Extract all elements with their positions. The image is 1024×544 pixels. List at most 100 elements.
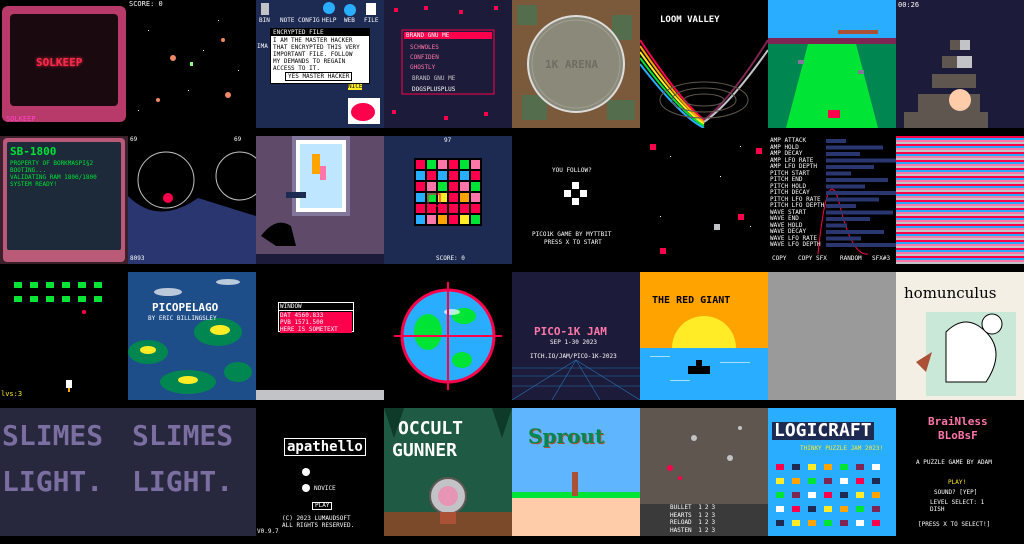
topdown-stat-value[interactable]: 1 <box>698 504 702 511</box>
topdown-stat-value[interactable]: 3 <box>711 526 716 534</box>
desktop-confirm-button[interactable]: YES MASTER HACKER <box>285 72 353 81</box>
noise-pixel <box>944 182 952 184</box>
brainless-level[interactable]: LEVEL SELECT: 1 <box>930 499 985 506</box>
synth-param[interactable]: AMP HOLD <box>770 143 799 151</box>
desktop-icon-file[interactable]: FILE <box>364 17 379 24</box>
noise-pixel <box>976 196 984 198</box>
synth-random[interactable]: RANDOM <box>840 255 862 262</box>
synth-param[interactable]: WAVE HOLD <box>770 221 803 229</box>
tile-desktop[interactable]: BIN NOTE CONFIG HELP WEB FILE ENCRYPTED … <box>256 0 384 128</box>
topdown-stat-value[interactable]: 3 <box>711 504 716 511</box>
synth-param[interactable]: PITCH START <box>770 169 810 177</box>
noise-pixel <box>936 202 944 204</box>
tile-circles[interactable]: 69 69 8093 <box>128 136 256 264</box>
tile-crosshair-earth[interactable] <box>384 272 512 400</box>
noise-pixel <box>1000 206 1008 208</box>
tile-red-giant[interactable]: THE RED GIANT <box>640 272 768 400</box>
synth-param[interactable]: WAVE LFO RATE <box>770 234 817 242</box>
tile-window-demo[interactable]: WINDOW DAT 4560.833 PVB 1571.500 HERE IS… <box>256 272 384 400</box>
synth-param[interactable]: AMP ATTACK <box>770 137 807 144</box>
topdown-stat-value[interactable]: 2 <box>704 526 709 534</box>
tile-blank-gray[interactable] <box>768 272 896 400</box>
synth-param[interactable]: WAVE LFO DEPTH <box>770 241 821 248</box>
tile-tower-fighters[interactable] <box>256 136 384 264</box>
brainless-play[interactable]: PLAY! <box>948 479 967 486</box>
topdown-stat-value[interactable]: 3 <box>711 511 716 519</box>
tile-sprout[interactable]: Sprout <box>512 408 640 536</box>
synth-param[interactable]: PITCH LFO RATE <box>770 195 821 203</box>
tile-invaders[interactable]: lvs:3 <box>0 272 128 400</box>
noise-pixel <box>976 256 984 258</box>
tile-asteroids[interactable]: SCORE: 0 <box>128 0 256 128</box>
synth-param[interactable]: PITCH END <box>770 176 803 183</box>
tile-loom-valley[interactable]: LOOM VALLEY <box>640 0 768 128</box>
synth-param[interactable]: WAVE START <box>770 208 807 216</box>
synth-param[interactable]: PITCH DECAY <box>770 189 810 196</box>
topdown-stat-value[interactable]: 1 <box>698 519 702 526</box>
noise-pixel <box>896 184 904 186</box>
tile-logicraft[interactable]: LOGICRAFT THINKY PUZZLE JAM 2023! <box>768 408 896 536</box>
tile-pico1k-jam[interactable]: PICO-1K JAM SEP 1-30 2023 ITCH.IO/JAM/PI… <box>512 272 640 400</box>
slimes-word: LIGHT. <box>2 465 104 498</box>
brand-menu-item[interactable]: SCHWOLES <box>410 44 439 51</box>
tile-slimes-light[interactable]: SLIMES SLIMES LIGHT. LIGHT. <box>0 408 256 536</box>
jam-date: SEP 1-30 2023 <box>550 339 597 346</box>
desktop-icon-note[interactable]: NOTE <box>280 17 295 24</box>
tile-sfx-synth[interactable]: AMP ATTACK AMP HOLD AMP DECAY AMP LFO RATE A… <box>768 136 896 264</box>
topdown-stat-value[interactable]: 2 <box>704 519 709 526</box>
tile-picopelago[interactable]: PICOPELAGO BY ERIC BILLINGSLEY <box>128 272 256 400</box>
synth-param[interactable]: PITCH LFO DEPTH <box>770 202 825 209</box>
topdown-stat-value[interactable]: 2 <box>704 504 709 511</box>
tile-match3[interactable]: 97 SCORE: 0 <box>384 136 512 264</box>
noise-pixel <box>1000 136 1008 138</box>
tile-sb1800[interactable]: SB-1800 PROPERTY OF BORKMASPI§2 BOOTING.… <box>0 136 128 264</box>
tile-static-noise[interactable] <box>896 136 1024 264</box>
topdown-stat-value[interactable]: 1 <box>698 526 702 534</box>
jam-url[interactable]: ITCH.IO/JAM/PICO-1K-2023 <box>530 353 617 360</box>
topdown-stat-value[interactable]: 3 <box>711 519 716 526</box>
noise-pixel <box>912 210 920 212</box>
tile-you-follow[interactable]: YOU FOLLOW? PICO1K GAME BY MYTTBIT PRESS… <box>512 136 640 264</box>
topdown-stat-value[interactable]: 1 <box>698 511 702 519</box>
apathello-play[interactable]: PLAY <box>312 502 333 510</box>
desktop-icon-config[interactable]: CONFIG <box>298 17 320 24</box>
noise-pixel <box>960 250 968 252</box>
synth-copy[interactable]: COPY <box>772 255 787 262</box>
noise-pixel <box>960 192 968 194</box>
tile-homunculus[interactable]: homunculus <box>896 272 1024 400</box>
synth-sfx-slot[interactable]: SFX#3 <box>872 255 891 262</box>
tile-solkeep[interactable]: SOLKEEP SOLKEEP <box>0 0 128 128</box>
brainless-sound[interactable]: SOUND? [YEP] <box>934 489 978 496</box>
synth-param[interactable]: WAVE END <box>770 215 799 222</box>
noise-pixel <box>912 172 920 174</box>
synth-param[interactable]: AMP DECAY <box>770 150 803 157</box>
noise-pixel <box>968 168 976 170</box>
noise-pixel <box>896 170 904 172</box>
synth-param[interactable]: AMP LFO DEPTH <box>770 163 817 170</box>
synth-param[interactable]: AMP LFO RATE <box>770 156 814 164</box>
tile-1k-arena[interactable]: 1K ARENA <box>512 0 640 128</box>
tile-brainless-blobs[interactable]: BraiNless BLoBsF A PUZZLE GAME BY ADAM P… <box>896 408 1024 536</box>
apathello-option[interactable]: NOVICE <box>314 485 336 492</box>
tile-brand-gnu-me[interactable]: BRAND GNU ME SCHWOLES CONFIDEN GHOSTLY B… <box>384 0 512 128</box>
noise-pixel <box>952 168 960 170</box>
noise-pixel <box>952 154 960 156</box>
tile-racer[interactable] <box>768 0 896 128</box>
tile-rolling-ball[interactable]: 00:26 <box>896 0 1024 128</box>
desktop-icon-bin[interactable]: BIN <box>259 17 270 24</box>
desktop-icon-help[interactable]: HELP <box>322 17 337 24</box>
brainless-start[interactable]: [PRESS X TO SELECT!] <box>918 521 991 528</box>
tile-occult-gunner[interactable]: OCCULT GUNNER <box>384 408 512 536</box>
follow-start[interactable]: PRESS X TO START <box>544 239 602 246</box>
synth-param[interactable]: WAVE DECAY <box>770 228 807 235</box>
brand-menu-item[interactable]: CONFIDEN <box>410 54 439 61</box>
desktop-icon-web[interactable]: WEB <box>344 17 355 24</box>
tile-space-shooter[interactable] <box>640 136 768 264</box>
topdown-stat-value[interactable]: 2 <box>704 511 709 519</box>
tile-apathello[interactable]: apathello NOVICE PLAY (C) 2023 LUMAUDSOF… <box>256 408 384 536</box>
synth-copy-sfx[interactable]: COPY SFX <box>798 255 827 262</box>
synth-param[interactable]: PITCH HOLD <box>770 182 807 190</box>
brand-menu-item[interactable]: GHOSTLY <box>410 64 436 71</box>
noise-pixel <box>904 226 912 228</box>
